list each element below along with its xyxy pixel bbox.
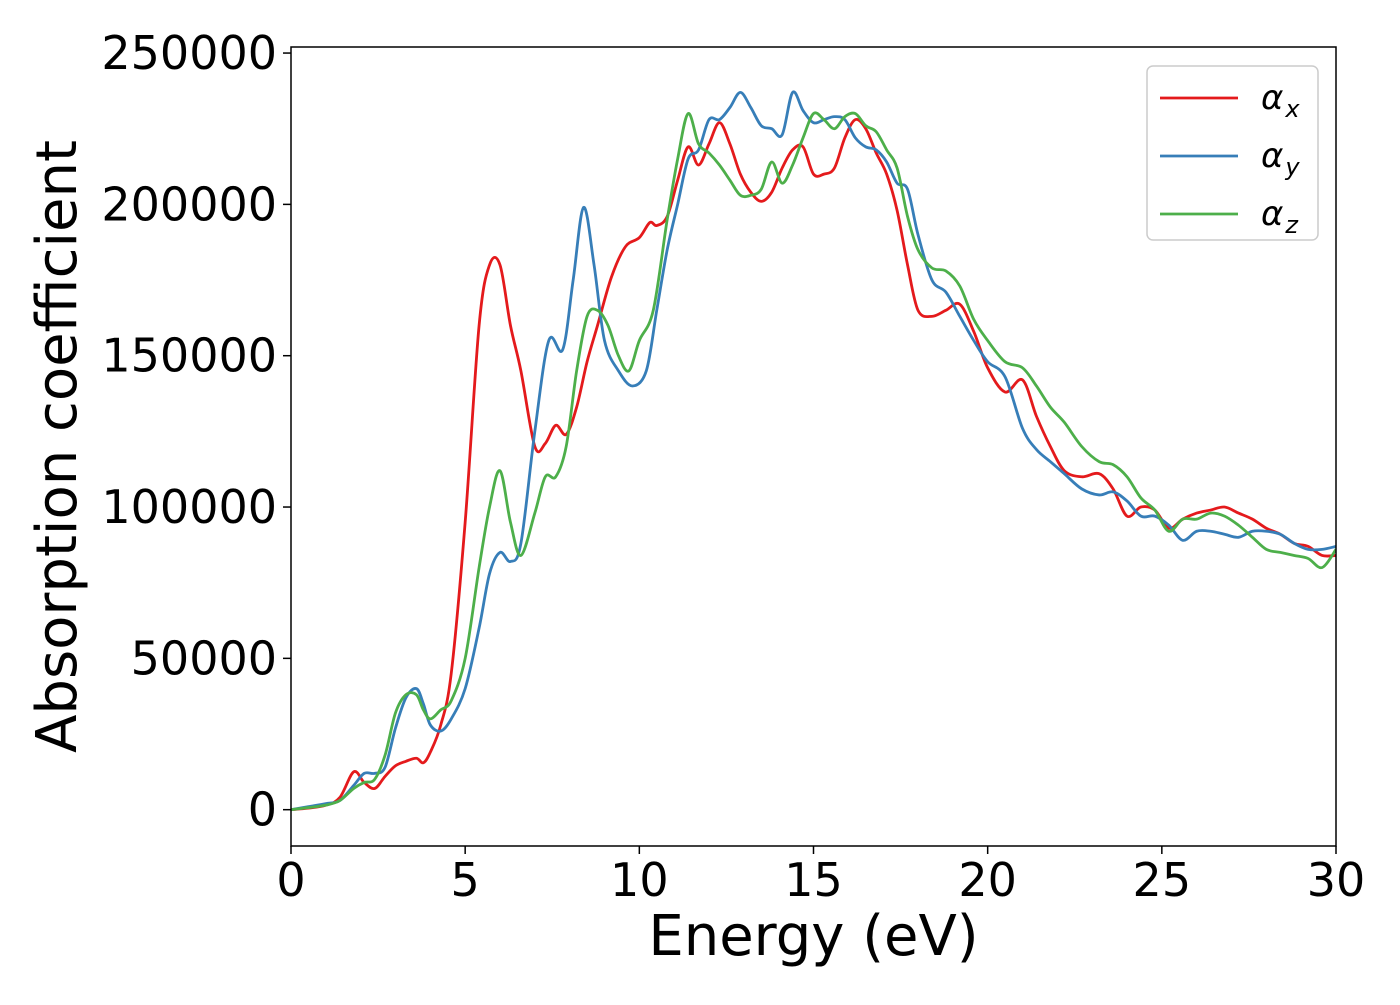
x-tick-label: 20	[958, 853, 1017, 907]
series-line-x	[291, 117, 1336, 812]
legend-box	[1146, 65, 1319, 241]
series-line-y	[291, 90, 1336, 812]
x-axis-label: Energy (eV)	[648, 904, 978, 969]
y-tick-label: 100000	[101, 480, 277, 534]
y-tick-label: 200000	[101, 177, 277, 231]
x-axis-ticks: 0 5 10 15 20 25 30	[276, 846, 1365, 907]
x-tick-label: 30	[1307, 853, 1366, 907]
y-tick-label: 50000	[131, 631, 277, 685]
y-tick-label: 150000	[101, 329, 277, 383]
x-tick-label: 15	[784, 853, 843, 907]
series-layer	[291, 90, 1336, 812]
y-axis-ticks: 0 50000 100000 150000 200000 250000	[101, 26, 291, 837]
x-tick-label: 10	[610, 853, 669, 907]
series-line-z	[291, 111, 1336, 812]
y-axis-label: Absorption coefficient	[25, 140, 90, 753]
y-tick-label: 0	[248, 783, 277, 837]
y-tick-label: 250000	[101, 26, 277, 80]
x-tick-label: 5	[451, 853, 480, 907]
x-tick-label: 0	[276, 853, 305, 907]
x-tick-label: 25	[1133, 853, 1192, 907]
